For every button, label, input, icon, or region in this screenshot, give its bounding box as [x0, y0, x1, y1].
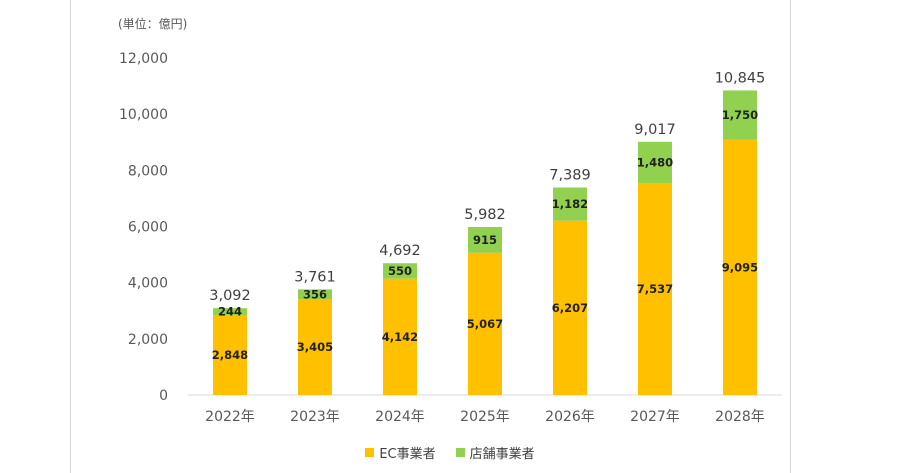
- total-label: 7,389: [549, 167, 591, 183]
- data-label-ec: 4,142: [382, 330, 418, 344]
- bar-ec: [553, 220, 587, 395]
- legend: EC事業者 店舗事業者: [0, 443, 900, 462]
- bar-store: [213, 308, 247, 316]
- bar-ec: [298, 299, 332, 395]
- data-label-store: 1,182: [552, 197, 588, 211]
- x-tick-label: 2026年: [545, 409, 595, 425]
- y-tick-label: 2,000: [128, 332, 168, 348]
- bar-store: [638, 141, 672, 184]
- x-tick-label: 2028年: [715, 409, 765, 425]
- y-tick-label: 12,000: [119, 51, 168, 67]
- x-tick-label: 2024年: [375, 409, 425, 425]
- x-tick-label: 2023年: [290, 409, 340, 425]
- bar-ec: [468, 252, 502, 395]
- bar-ec: [638, 183, 672, 395]
- data-label-ec: 9,095: [722, 260, 758, 274]
- legend-swatch: [455, 448, 465, 457]
- data-label-ec: 7,537: [637, 282, 673, 296]
- legend-label: 店舗事業者: [469, 447, 535, 462]
- y-tick-label: 4,000: [128, 276, 168, 292]
- data-label-ec: 3,405: [297, 340, 333, 354]
- x-tick-label: 2022年: [205, 409, 255, 425]
- x-tick-label: 2025年: [460, 409, 510, 425]
- bar-store: [468, 227, 502, 253]
- data-label-store: 244: [218, 305, 242, 319]
- bar-store: [298, 289, 332, 300]
- data-label-store: 915: [473, 233, 497, 247]
- total-label: 3,092: [209, 288, 251, 304]
- data-label-store: 1,480: [637, 156, 673, 170]
- bar-store: [383, 263, 417, 279]
- data-label-store: 1,750: [722, 108, 758, 122]
- right-border: [790, 0, 791, 473]
- total-label: 10,845: [715, 70, 766, 86]
- data-label-ec: 5,067: [467, 317, 503, 331]
- data-label-ec: 2,848: [212, 348, 248, 362]
- bar-store: [553, 187, 587, 221]
- data-label-store: 550: [388, 264, 412, 278]
- total-label: 4,692: [379, 243, 421, 259]
- x-tick-label: 2027年: [630, 409, 680, 425]
- total-label: 5,982: [464, 207, 506, 223]
- legend-swatch: [365, 448, 375, 457]
- y-tick-label: 8,000: [128, 163, 168, 179]
- unit-label: (単位：億円): [118, 17, 188, 31]
- legend-label: EC事業者: [379, 447, 436, 462]
- left-border: [70, 0, 71, 473]
- data-label-ec: 6,207: [552, 301, 588, 315]
- bar-ec: [723, 139, 757, 395]
- legend-item-ec: EC事業者: [365, 443, 436, 462]
- bar-ec: [383, 278, 417, 395]
- bar-ec: [213, 315, 247, 395]
- y-tick-label: 6,000: [128, 220, 168, 236]
- data-label-store: 356: [303, 287, 327, 301]
- legend-item-store: 店舗事業者: [455, 443, 535, 462]
- y-tick-label: 0: [159, 388, 168, 404]
- total-label: 3,761: [294, 269, 336, 285]
- bar-store: [723, 90, 757, 140]
- y-tick-label: 10,000: [119, 107, 168, 123]
- total-label: 9,017: [634, 122, 676, 138]
